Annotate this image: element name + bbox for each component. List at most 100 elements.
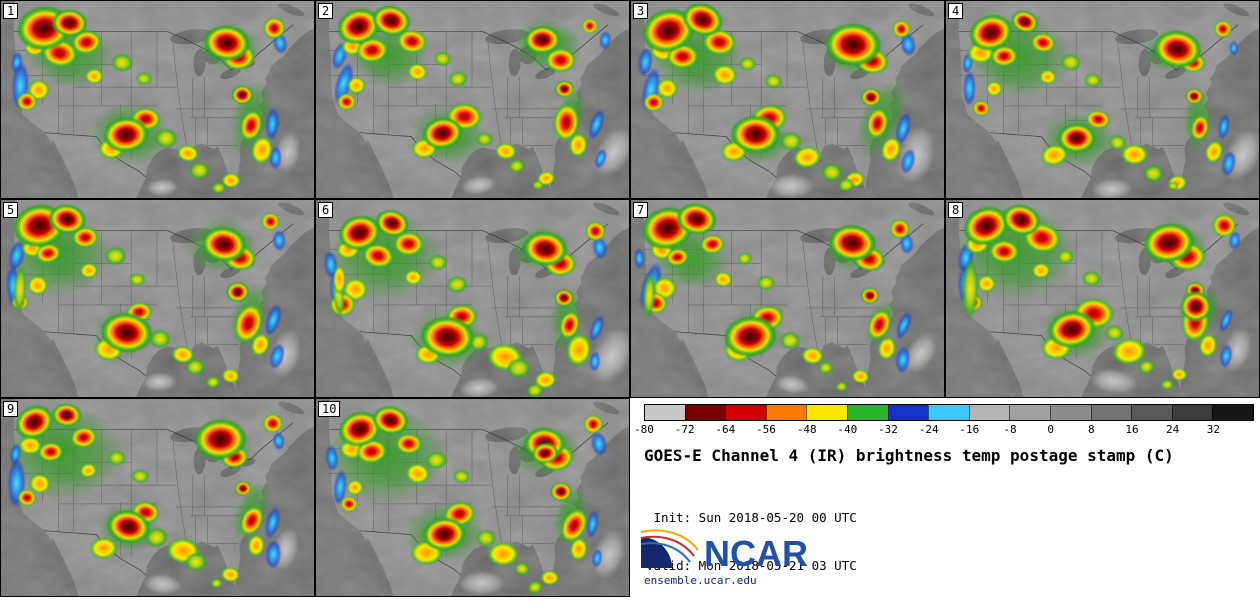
storm-cell (1085, 109, 1111, 129)
storm-cell (37, 442, 64, 462)
storm-cell (16, 92, 38, 111)
storm-cell (592, 236, 608, 260)
storm-cell (264, 506, 281, 539)
member-number-badge: 8 (948, 202, 964, 218)
storm-cell (149, 329, 171, 349)
ir-satellite-map (631, 200, 944, 397)
storm-cell (185, 358, 206, 376)
ensemble-panel-2: 2 (315, 0, 630, 199)
storm-cell (1120, 143, 1149, 166)
storm-cell (210, 578, 223, 589)
storm-cell (107, 450, 127, 466)
storm-cell (346, 479, 364, 496)
colorbar-segment (928, 405, 969, 420)
storm-cell (904, 333, 938, 373)
storm-cell (70, 426, 98, 449)
storm-cell (1108, 134, 1127, 151)
storm-cell (880, 136, 902, 163)
member-number-badge: 6 (318, 202, 334, 218)
storm-cell (272, 431, 285, 451)
colorbar-tick-label: -48 (796, 423, 817, 436)
storm-cell (1039, 69, 1057, 85)
storm-cell (231, 85, 254, 105)
storm-cell (1160, 379, 1175, 391)
storm-cell (1031, 262, 1051, 279)
storm-cell (8, 240, 26, 271)
colorbar-segment (1090, 405, 1132, 420)
legend-area: -80 -72 -64 -56 -48 -40 -32 -24 -16 -8 0 8 16 24 32 GO… (630, 398, 1260, 597)
storm-cell (699, 234, 725, 255)
storm-cell (27, 275, 49, 296)
storm-cell (523, 25, 561, 54)
storm-cell (1089, 368, 1138, 395)
storm-cell (154, 128, 178, 149)
storm-cell (171, 345, 195, 364)
storm-cell (18, 436, 43, 455)
colorbar-tick-label: -32 (878, 423, 898, 436)
colorbar-tick-label: -40 (837, 423, 858, 436)
ir-satellite-map (946, 200, 1259, 397)
storm-cell (550, 482, 572, 502)
storm-cell (860, 88, 882, 107)
storm-cell (1002, 204, 1041, 236)
ir-satellite-map (316, 399, 629, 596)
ensemble-panel-6: 6 (315, 199, 630, 398)
storm-cell (764, 73, 783, 89)
storm-cell (264, 303, 282, 337)
storm-cell (665, 248, 689, 266)
storm-cell (818, 361, 834, 375)
storm-cell (422, 117, 463, 149)
storm-cell (676, 203, 717, 235)
colorbar-segment (1212, 405, 1253, 420)
storm-cell (583, 414, 604, 434)
member-number-badge: 5 (3, 202, 19, 218)
colorbar-tick-label: 0 (1047, 423, 1054, 436)
storm-cell (963, 206, 1010, 246)
storm-cell (514, 562, 530, 576)
storm-cell (1040, 143, 1069, 167)
storm-cell (338, 411, 382, 447)
storm-cell (250, 135, 274, 165)
ensemble-panel-1: 1 (0, 0, 315, 199)
storm-cell (425, 450, 448, 470)
storm-cell (589, 351, 601, 373)
colorbar-segment (846, 405, 888, 420)
storm-cell (337, 8, 381, 45)
storm-cell (1219, 344, 1233, 368)
storm-cell (143, 574, 183, 595)
storm-cell (779, 331, 801, 350)
member-number-badge: 3 (633, 3, 649, 19)
storm-cell (407, 63, 428, 81)
storm-cell (506, 357, 532, 379)
storm-cell (375, 209, 409, 237)
storm-cell (104, 246, 127, 266)
storm-cell (730, 115, 781, 154)
storm-cell (79, 262, 99, 279)
member-number-badge: 2 (318, 3, 334, 19)
storm-cell (527, 580, 544, 594)
storm-cell (895, 345, 911, 374)
storm-cell (226, 281, 250, 303)
ensemble-panel-7: 7 (630, 199, 945, 398)
storm-cell (71, 226, 99, 249)
storm-cell (355, 37, 389, 63)
storm-cell (1011, 10, 1039, 33)
storm-cell (145, 178, 179, 197)
storm-cell (475, 529, 497, 548)
member-number-badge: 1 (3, 3, 19, 19)
storm-cell (102, 116, 150, 153)
storm-cell (1138, 359, 1156, 375)
colorbar-segment (684, 405, 726, 420)
ir-satellite-map (316, 1, 629, 198)
storm-cell (250, 332, 270, 357)
storm-cell (458, 571, 506, 596)
storm-cell (591, 548, 603, 568)
storm-cell (900, 32, 916, 57)
ncar-logo-text: NCAR (704, 533, 808, 572)
storm-cell (1060, 53, 1082, 72)
storm-cell (405, 462, 431, 485)
storm-cell (895, 112, 912, 146)
ncar-logo-arc-inner (640, 542, 691, 563)
storm-cell (866, 107, 889, 140)
storm-cell (1171, 368, 1188, 381)
